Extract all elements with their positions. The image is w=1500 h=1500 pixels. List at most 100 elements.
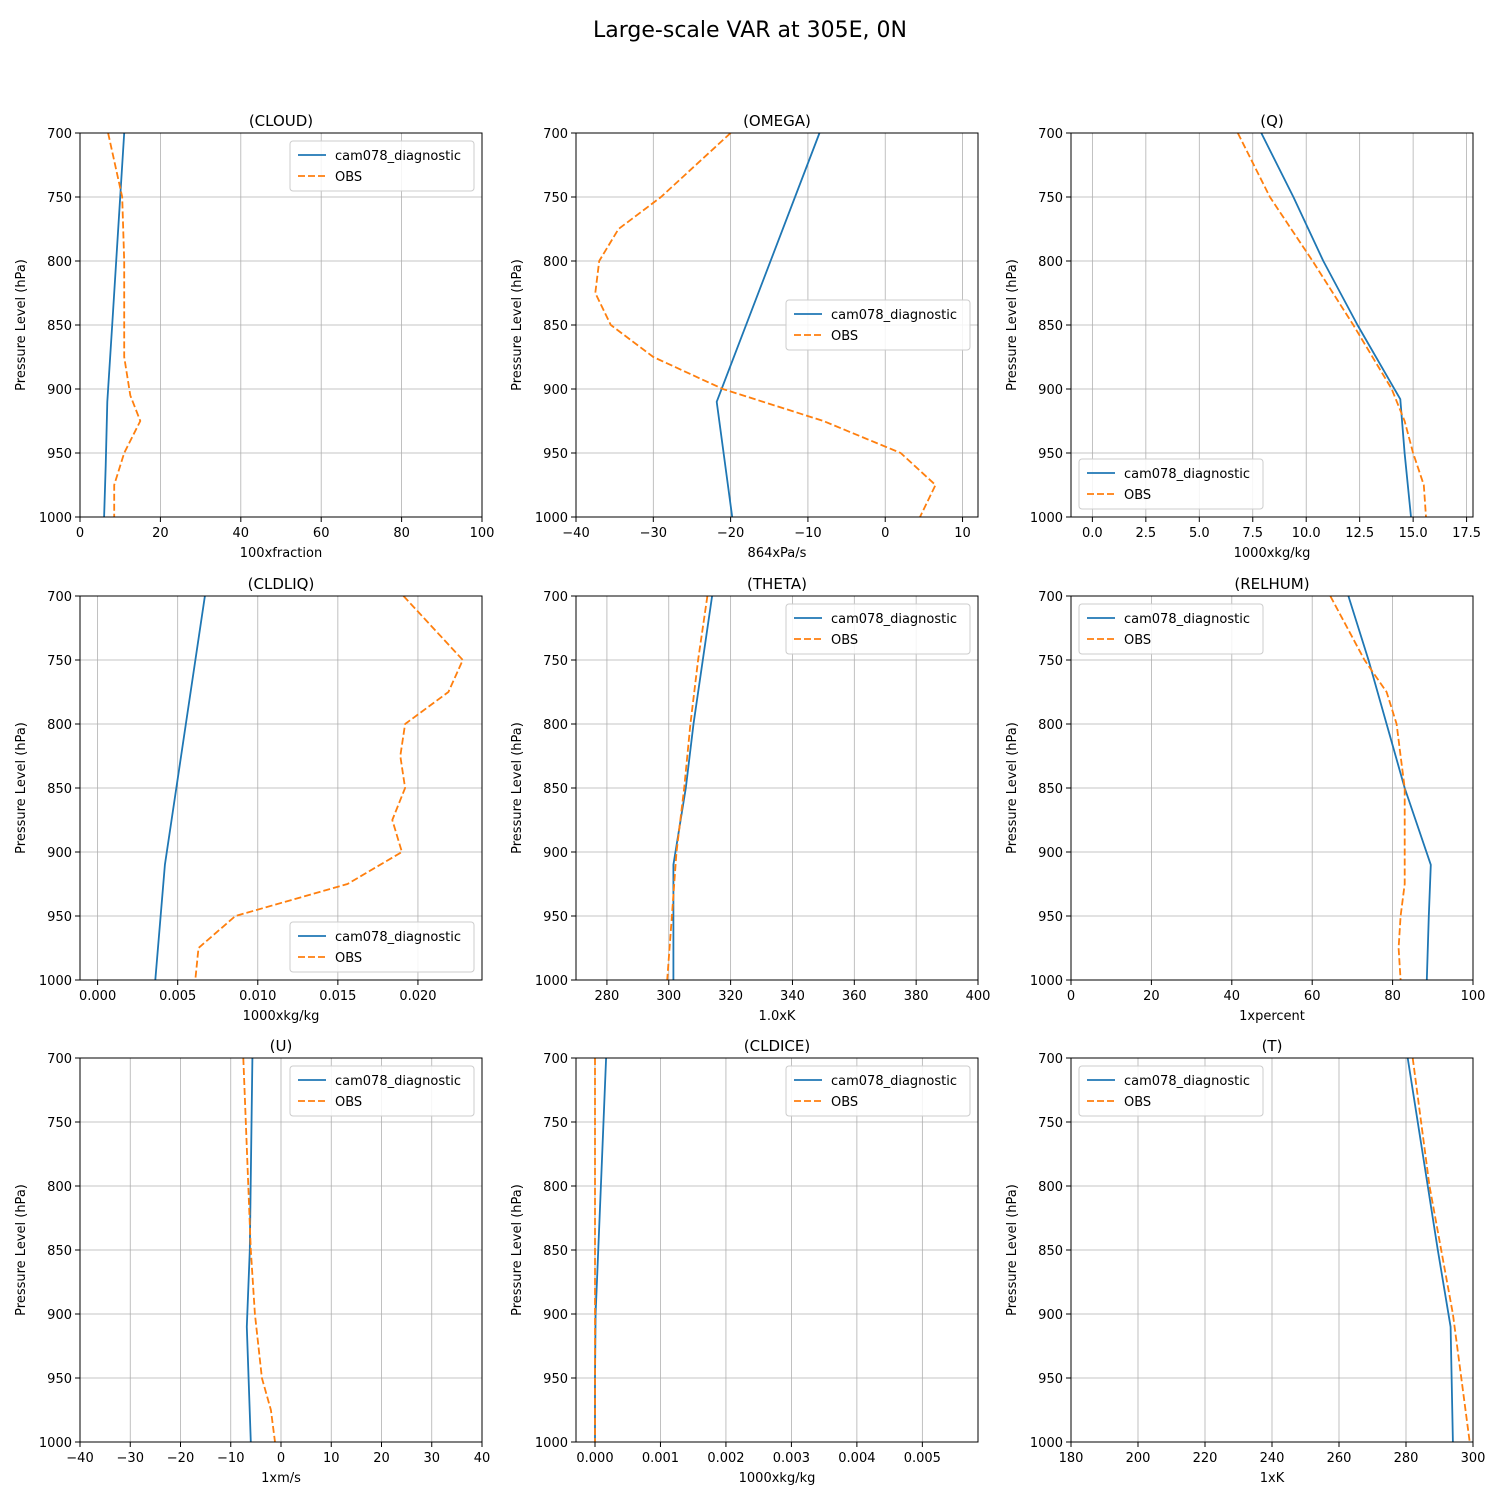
y-tick-label: 850 (1038, 1244, 1063, 1259)
y-tick-label: 900 (1038, 383, 1063, 398)
y-tick-label: 750 (1038, 191, 1063, 206)
y-tick-label: 850 (47, 1244, 72, 1259)
y-tick-label: 800 (543, 1180, 568, 1195)
x-tick-label: −40 (562, 526, 589, 541)
series-line (242, 1057, 276, 1443)
x-tick-label: 10.0 (1292, 526, 1321, 541)
subplot: −40 −30 −20 −10 0 10 20 30 40 700 750 800 850 900 950 1… (14, 1037, 490, 1486)
y-tick-label: 950 (1038, 447, 1063, 462)
y-axis-label: Pressure Level (hPa) (14, 259, 29, 391)
y-tick-label: 1000 (535, 1436, 568, 1451)
legend-box (785, 603, 971, 655)
y-tick-label: 950 (1038, 910, 1063, 925)
series-line (107, 132, 142, 517)
subplot: −40 −30 −20 −10 0 10 700 750 800 850 900 950 1000 (OM… (510, 112, 979, 561)
y-tick-label: 750 (47, 654, 72, 669)
x-tick-label: 10 (954, 526, 971, 541)
x-tick-label: 80 (393, 526, 410, 541)
legend-label: OBS (335, 1095, 362, 1110)
x-tick-label: 20 (1143, 989, 1160, 1004)
y-tick-label: 750 (543, 191, 568, 206)
legend-label: cam078_diagnostic (335, 149, 461, 164)
subplot-title: (Q) (1260, 112, 1284, 130)
legend-label: OBS (1124, 488, 1151, 503)
subplot-title: (CLDICE) (744, 1037, 810, 1055)
x-axis-label: 1xpercent (1239, 1009, 1305, 1024)
subplot-title: (U) (270, 1037, 293, 1055)
legend-label: cam078_diagnostic (831, 1074, 957, 1089)
y-axis-label: Pressure Level (hPa) (510, 1184, 525, 1316)
x-tick-label: 30 (423, 1451, 440, 1466)
y-tick-label: 850 (543, 1244, 568, 1259)
series-line (1236, 132, 1427, 518)
x-tick-label: 60 (313, 526, 330, 541)
x-tick-label: 0.0 (1082, 526, 1103, 541)
legend-label: OBS (1124, 1095, 1151, 1110)
x-tick-label: 300 (1461, 1451, 1486, 1466)
y-tick-label: 950 (543, 910, 568, 925)
legend-label: cam078_diagnostic (335, 1074, 461, 1089)
x-tick-label: −10 (794, 526, 821, 541)
y-tick-label: 700 (47, 1052, 72, 1067)
y-axis-label: Pressure Level (hPa) (1005, 259, 1020, 391)
y-tick-label: 800 (47, 718, 72, 733)
subplot: 0.000 0.005 0.010 0.015 0.020 700 750 800 850 900… (14, 575, 483, 1024)
x-tick-label: 0.005 (904, 1451, 941, 1466)
x-axis-label: 1000xkg/kg (1234, 546, 1311, 561)
y-tick-label: 950 (47, 910, 72, 925)
legend-box (289, 140, 475, 192)
x-tick-label: 360 (842, 989, 867, 1004)
legend-box (289, 1065, 475, 1117)
x-tick-label: 0.004 (838, 1451, 875, 1466)
subplot: 0 20 40 60 80 100 700 750 800 850 900 950 1000 (RELHU… (1005, 575, 1485, 1024)
y-tick-label: 900 (47, 846, 72, 861)
series-line (666, 595, 709, 981)
x-tick-label: 5.0 (1189, 526, 1210, 541)
y-tick-label: 700 (1038, 1052, 1063, 1067)
legend-label: OBS (831, 329, 858, 344)
y-tick-label: 1000 (1030, 1436, 1063, 1451)
subplot-title: (RELHUM) (1234, 575, 1309, 593)
x-tick-label: −30 (640, 526, 667, 541)
legend: cam078_diagnostic OBS (785, 1065, 971, 1117)
legend-label: OBS (335, 170, 362, 185)
y-tick-label: 950 (543, 1372, 568, 1387)
y-tick-label: 900 (47, 1308, 72, 1323)
series-line (1260, 132, 1412, 518)
y-axis-label: Pressure Level (hPa) (1005, 722, 1020, 854)
legend: cam078_diagnostic OBS (785, 299, 971, 351)
legend-label: cam078_diagnostic (831, 308, 957, 323)
x-tick-label: 200 (1126, 1451, 1151, 1466)
subplot-title: (CLOUD) (249, 112, 313, 130)
x-tick-label: 0.020 (399, 989, 436, 1004)
y-tick-label: 1000 (39, 511, 72, 526)
y-axis-label: Pressure Level (hPa) (14, 1184, 29, 1316)
x-tick-label: 280 (595, 989, 620, 1004)
subplot: 0 20 40 60 80 100 700 750 800 850 900 950 1000 (CLOUD… (14, 112, 494, 561)
subplot: 0.000 0.001 0.002 0.003 0.004 0.005 700 750 800 8… (510, 1037, 979, 1486)
y-tick-label: 850 (47, 782, 72, 797)
y-tick-label: 900 (1038, 846, 1063, 861)
x-tick-label: 0.003 (773, 1451, 810, 1466)
y-tick-label: 700 (543, 1052, 568, 1067)
series-line (672, 595, 713, 980)
x-tick-label: 40 (474, 1451, 491, 1466)
legend: cam078_diagnostic OBS (289, 140, 475, 192)
x-tick-label: 0.015 (319, 989, 356, 1004)
series-line (154, 595, 206, 981)
legend-box (785, 1065, 971, 1117)
x-tick-label: 20 (152, 526, 169, 541)
subplot-title: (THETA) (747, 575, 807, 593)
series-line (715, 132, 821, 518)
x-axis-label: 864xPa/s (748, 546, 807, 561)
series-line (1329, 595, 1406, 981)
y-tick-label: 700 (47, 127, 72, 142)
x-tick-label: 280 (1394, 1451, 1419, 1466)
x-tick-label: −40 (66, 1451, 93, 1466)
y-tick-label: 800 (47, 255, 72, 270)
x-tick-label: 15.0 (1399, 526, 1428, 541)
legend-label: cam078_diagnostic (1124, 612, 1250, 627)
legend-label: OBS (335, 951, 362, 966)
y-tick-label: 700 (1038, 127, 1063, 142)
